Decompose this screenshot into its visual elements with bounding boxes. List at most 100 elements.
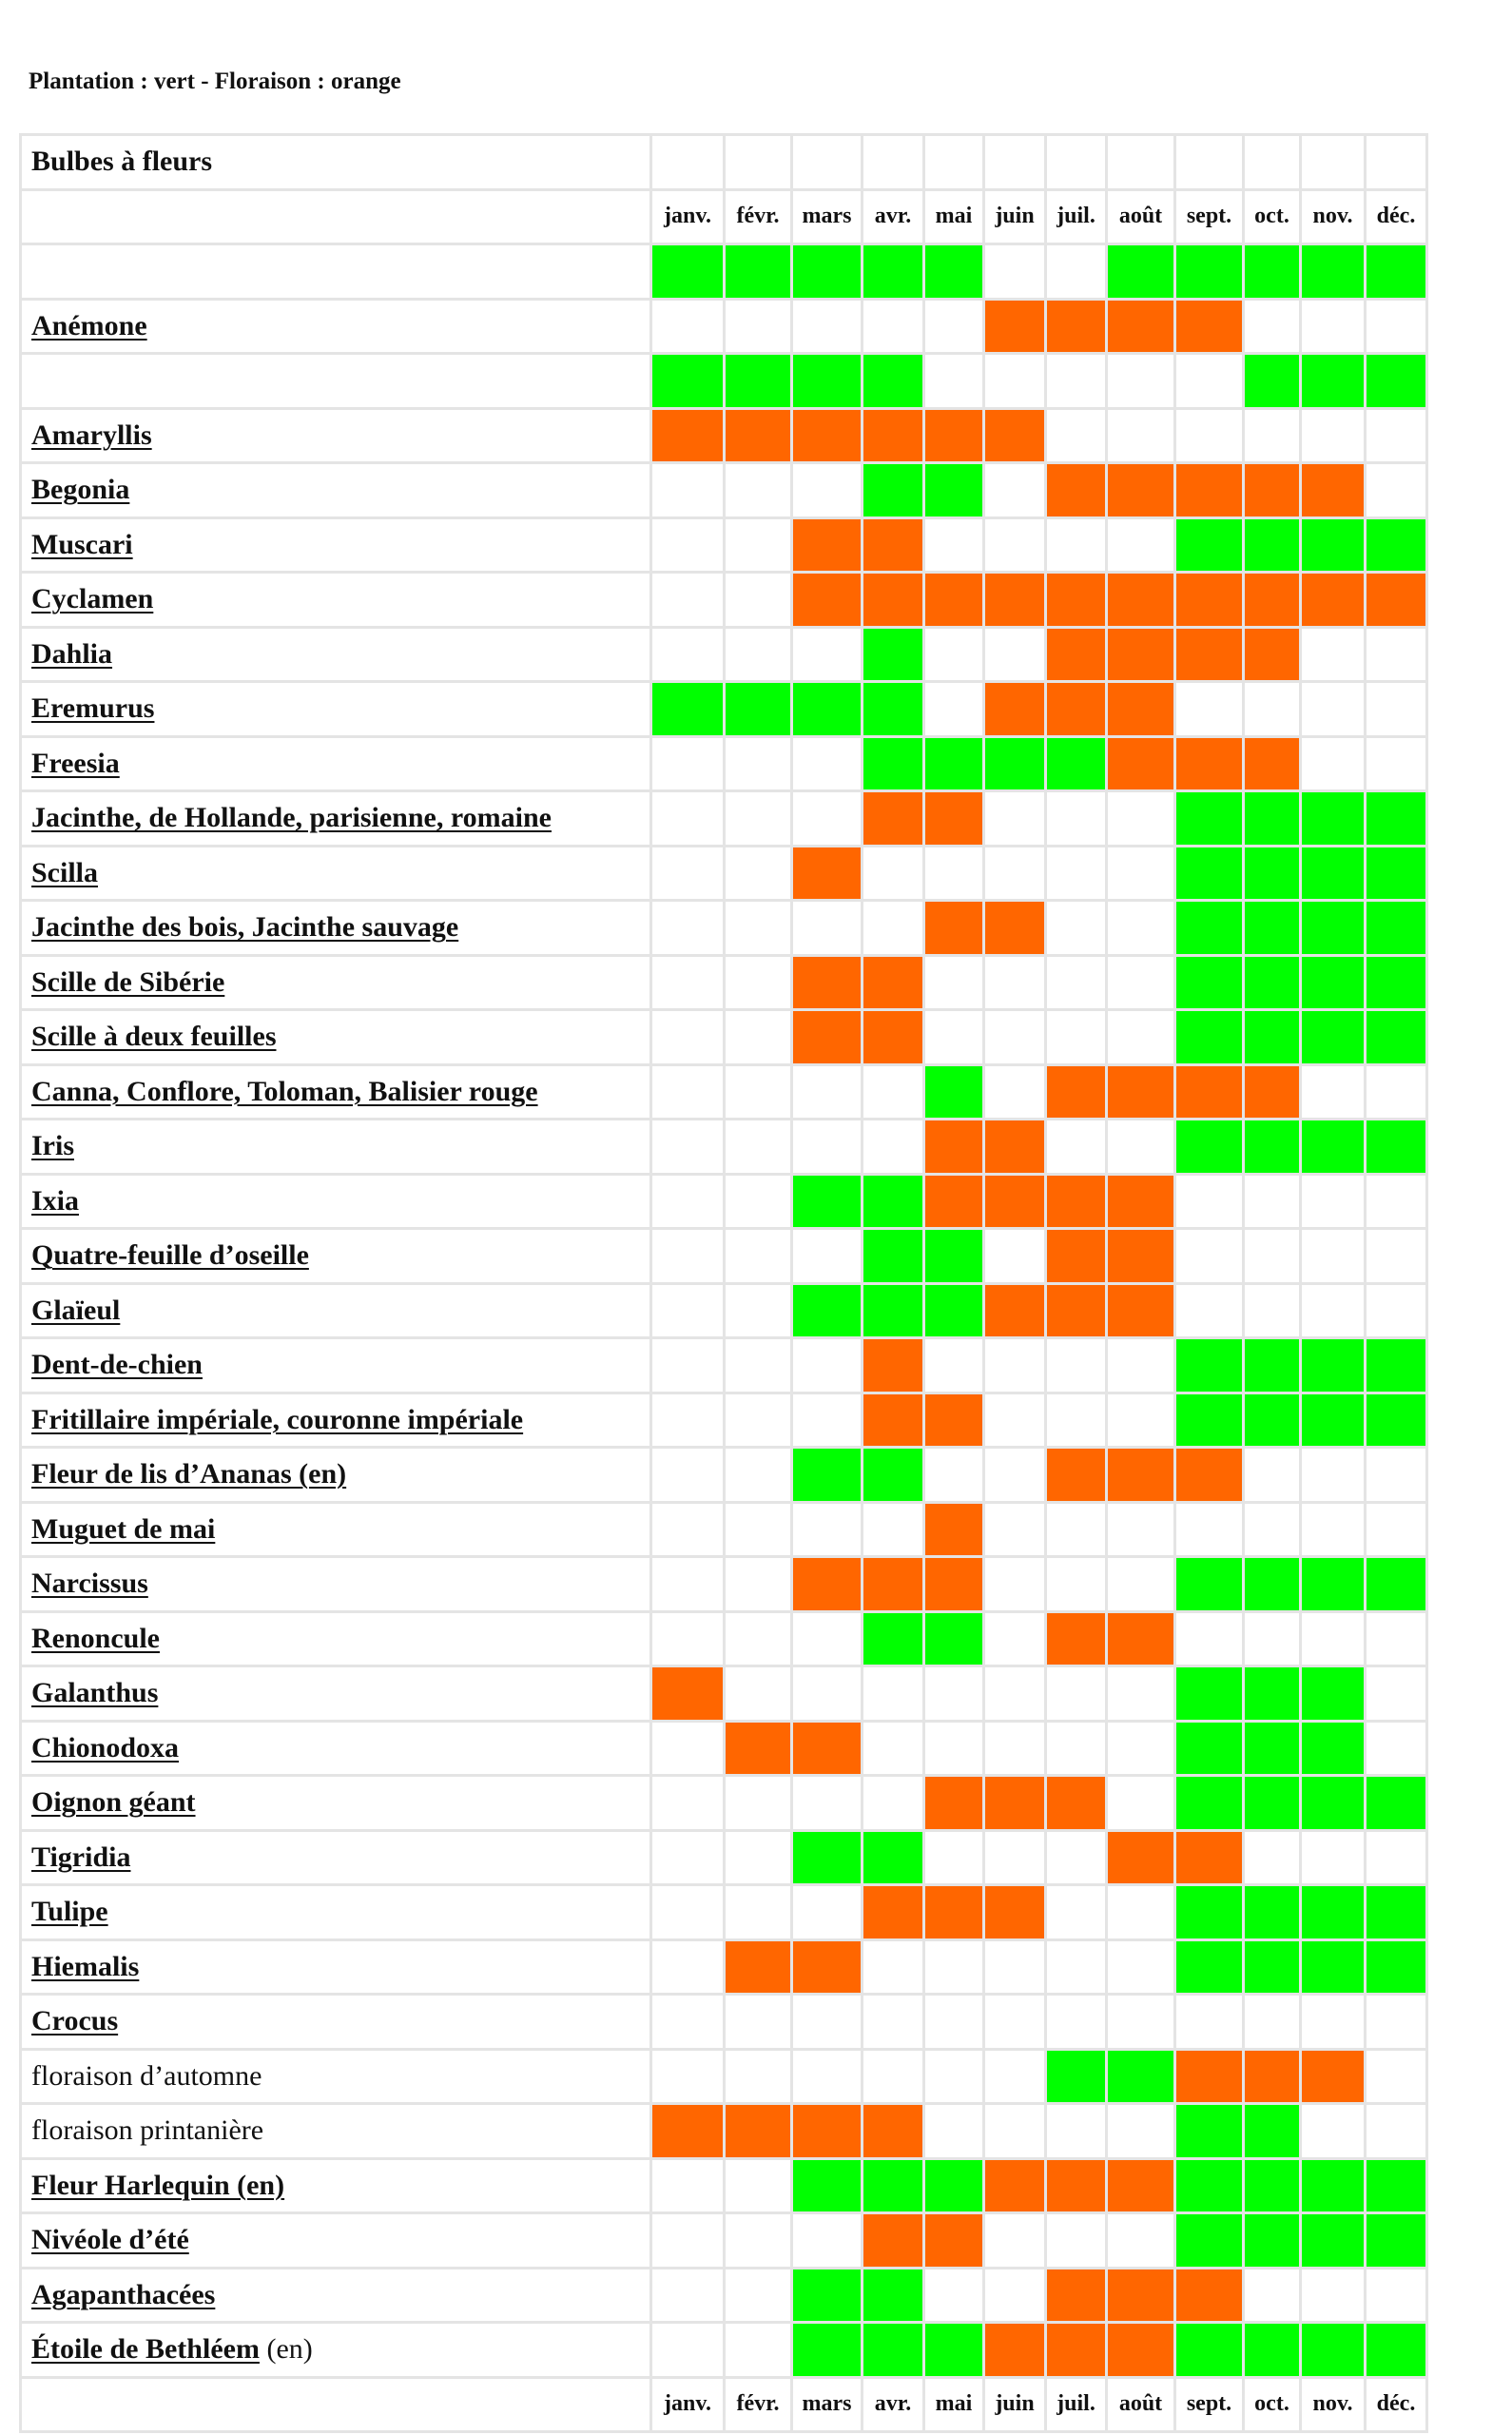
plant-link[interactable]: Cyclamen <box>31 583 154 615</box>
plant-link[interactable]: Quatre-feuille d’oseille <box>31 1239 309 1272</box>
empty-cell <box>649 734 726 792</box>
empty-cell <box>982 1062 1047 1120</box>
empty-cell <box>723 2211 793 2269</box>
floraison-cell <box>790 1008 863 1066</box>
plant-link[interactable]: Ixia <box>31 1184 80 1217</box>
plantation-cell <box>1364 243 1428 301</box>
plantation-cell <box>1299 243 1367 301</box>
plant-link[interactable]: Scille à deux feuilles <box>31 1021 277 1053</box>
plant-link[interactable]: Muguet de mai <box>31 1512 216 1545</box>
floraison-cell <box>922 1774 985 1832</box>
plant-link[interactable]: Fritillaire impériale, couronne impérial… <box>31 1403 524 1435</box>
empty-cell <box>649 297 726 355</box>
empty-cell <box>922 297 985 355</box>
plant-link[interactable]: Chionodoxa <box>31 1731 180 1763</box>
empty-cell <box>1299 1281 1367 1339</box>
empty-cell <box>723 899 793 957</box>
empty-cell <box>790 1774 863 1832</box>
floraison-cell <box>790 406 863 464</box>
plant-link[interactable]: Begonia <box>31 474 130 506</box>
table-row: Muguet de mai <box>19 1500 1428 1558</box>
table-row: Amaryllis <box>19 406 1428 464</box>
empty-cell <box>723 516 793 574</box>
plant-link[interactable]: Crocus <box>31 2005 119 2037</box>
empty-cell <box>922 844 985 902</box>
empty-cell <box>1105 406 1176 464</box>
plant-link[interactable]: Anémone <box>31 309 147 341</box>
plantation-cell <box>861 2266 925 2324</box>
floraison-cell <box>1299 461 1367 519</box>
plant-link[interactable]: Galanthus <box>31 1677 159 1709</box>
empty-cell <box>1044 1008 1108 1066</box>
plantation-cell <box>1173 2102 1245 2160</box>
plant-link[interactable]: Eremurus <box>31 692 155 725</box>
empty-cell <box>861 297 925 355</box>
plant-link[interactable]: Tulipe <box>31 1896 108 1928</box>
floraison-cell <box>1105 2156 1176 2214</box>
plant-link[interactable]: Hiemalis <box>31 1950 140 1982</box>
empty-cell <box>922 2266 985 2324</box>
plantation-cell <box>1173 1118 1245 1176</box>
plant-link[interactable]: Muscari <box>31 528 133 560</box>
plantation-cell <box>1299 516 1367 574</box>
month-footer-0: janv. <box>649 2375 726 2433</box>
plant-link[interactable]: Glaïeul <box>31 1294 121 1326</box>
floraison-cell <box>1044 1609 1108 1667</box>
plant-link[interactable]: Agapanthacées <box>31 2278 216 2310</box>
plant-link[interactable]: Canna, Conflore, Toloman, Balisier rouge <box>31 1075 538 1107</box>
table-row: Fleur Harlequin (en) <box>19 2156 1428 2214</box>
plantation-cell <box>1299 1391 1367 1449</box>
plantation-cell <box>649 243 726 301</box>
plant-link[interactable]: Nivéole d’été <box>31 2224 189 2256</box>
plant-link[interactable]: Narcissus <box>31 1568 148 1600</box>
plant-link[interactable]: Amaryllis <box>31 419 152 451</box>
empty-cell <box>1299 1172 1367 1230</box>
plant-link[interactable]: Dent-de-chien <box>31 1349 203 1381</box>
empty-cell <box>982 243 1047 301</box>
plant-name-cell: Ixia <box>19 1172 652 1230</box>
empty-cell <box>861 2047 925 2105</box>
floraison-cell <box>790 1719 863 1777</box>
table-row: Tigridia <box>19 1828 1428 1886</box>
plant-link[interactable]: Oignon géant <box>31 1786 196 1819</box>
empty-cell <box>649 1172 726 1230</box>
empty-cell <box>649 1609 726 1667</box>
empty-cell <box>1105 1774 1176 1832</box>
plant-link[interactable]: Jacinthe, de Hollande, parisienne, romai… <box>31 802 552 834</box>
plant-link[interactable]: Dahlia <box>31 637 113 670</box>
empty-cell <box>649 1828 726 1886</box>
empty-cell <box>982 516 1047 574</box>
plant-link[interactable]: Étoile de Bethléem <box>31 2333 260 2366</box>
plantation-cell <box>1242 2321 1302 2379</box>
plant-link[interactable]: Fleur Harlequin (en) <box>31 2169 285 2201</box>
empty-cell <box>790 625 863 683</box>
plant-link[interactable]: Jacinthe des bois, Jacinthe sauvage <box>31 911 459 944</box>
plant-link[interactable]: Renoncule <box>31 1622 160 1654</box>
month-header-9: oct. <box>1242 187 1302 245</box>
empty-cell <box>723 297 793 355</box>
empty-cell <box>1242 1227 1302 1285</box>
plant-link[interactable]: Freesia <box>31 747 120 779</box>
empty-cell <box>982 1336 1047 1394</box>
floraison-cell <box>1173 571 1245 629</box>
plantation-cell <box>1299 1555 1367 1613</box>
empty-cell <box>982 1391 1047 1449</box>
table-row: Tulipe <box>19 1883 1428 1941</box>
plantation-cell <box>1105 243 1176 301</box>
plantation-cell <box>790 352 863 410</box>
plant-link[interactable]: Fleur de lis d’Ananas (en) <box>31 1458 347 1490</box>
plantation-cell <box>861 680 925 738</box>
month-footer-11: déc. <box>1364 2375 1428 2433</box>
empty-cell <box>1105 2211 1176 2269</box>
floraison-cell <box>922 899 985 957</box>
plant-link[interactable]: Scilla <box>31 856 99 888</box>
floraison-cell <box>982 680 1047 738</box>
table-row: Jacinthe, de Hollande, parisienne, romai… <box>19 789 1428 847</box>
plant-name-cell: Galanthus <box>19 1665 652 1723</box>
plantation-cell <box>1299 1118 1367 1176</box>
plant-link[interactable]: Tigridia <box>31 1841 131 1873</box>
empty-cell <box>1044 953 1108 1011</box>
plant-link[interactable]: Scille de Sibérie <box>31 965 225 998</box>
plant-link[interactable]: Iris <box>31 1130 74 1162</box>
plantation-cell <box>1173 1883 1245 1941</box>
